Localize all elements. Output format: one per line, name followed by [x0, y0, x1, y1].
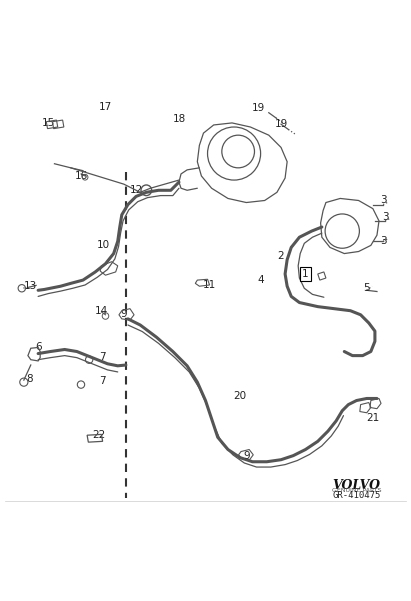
Text: VOLVO: VOLVO	[332, 478, 381, 492]
Text: 9: 9	[120, 308, 127, 319]
Text: 19: 19	[275, 119, 288, 129]
Text: 17: 17	[99, 102, 112, 112]
Text: 2: 2	[278, 251, 284, 261]
Text: 4: 4	[257, 275, 264, 285]
Text: 22: 22	[92, 430, 105, 440]
Text: 6: 6	[35, 343, 42, 352]
Text: 14: 14	[95, 306, 108, 316]
Text: 20: 20	[233, 391, 247, 401]
Text: GR-410475: GR-410475	[332, 491, 381, 500]
Text: 5: 5	[363, 283, 370, 293]
Text: 7: 7	[99, 352, 106, 362]
Text: 7: 7	[99, 376, 106, 386]
Text: GENUINE PARTS: GENUINE PARTS	[332, 488, 381, 493]
Text: 16: 16	[74, 171, 88, 181]
Text: 3: 3	[380, 195, 386, 206]
Text: 18: 18	[172, 114, 186, 124]
Text: 10: 10	[97, 240, 110, 251]
Text: 19: 19	[252, 103, 265, 113]
Text: 8: 8	[26, 374, 32, 384]
Text: 3: 3	[380, 236, 386, 246]
Text: 3: 3	[382, 212, 388, 222]
Text: 9: 9	[243, 451, 249, 462]
Text: 1: 1	[302, 269, 309, 279]
Text: 12: 12	[129, 185, 143, 195]
Text: 13: 13	[24, 281, 37, 291]
Text: 21: 21	[366, 413, 379, 423]
Text: 15: 15	[42, 118, 55, 128]
Text: 11: 11	[203, 280, 216, 290]
